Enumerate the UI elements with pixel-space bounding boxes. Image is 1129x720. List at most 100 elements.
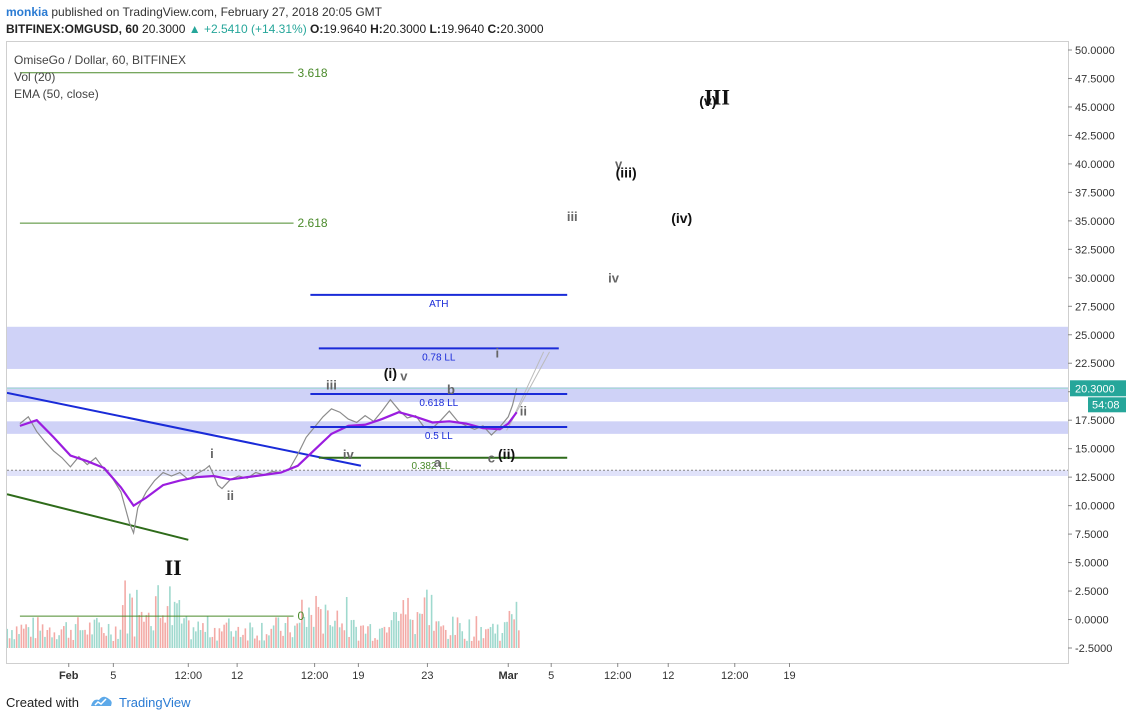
volume-bar <box>442 625 445 648</box>
wave-label[interactable]: v <box>615 156 623 171</box>
author-link[interactable]: monkia <box>6 5 49 19</box>
tradingview-brand[interactable]: TradingView <box>118 695 191 710</box>
wave-label[interactable]: (iii) <box>616 165 637 181</box>
volume-bar <box>334 620 336 648</box>
volume-bar <box>112 640 115 648</box>
volume-bar <box>275 617 277 648</box>
wave-label[interactable]: v <box>400 368 408 383</box>
volume-bar <box>466 640 468 648</box>
volume-bar <box>253 638 256 648</box>
descending-trendline[interactable] <box>7 391 362 467</box>
x-tick-label: 5 <box>548 670 554 682</box>
x-tick-label: 12:00 <box>721 670 749 682</box>
volume-bar <box>404 614 407 648</box>
volume-bar <box>173 601 176 648</box>
volume-bar <box>355 626 357 648</box>
x-tick-label: 12:00 <box>301 670 329 682</box>
volume-bar <box>77 617 79 648</box>
legend-ema[interactable]: EMA (50, close) <box>14 87 99 101</box>
volume-bar <box>147 612 150 648</box>
volume-bar <box>393 611 395 648</box>
wave-label[interactable]: (v) <box>699 93 716 109</box>
volume-bar <box>126 633 129 648</box>
volume-bar <box>25 624 27 648</box>
wave-label[interactable]: c <box>488 450 495 465</box>
volume-bar <box>129 593 131 648</box>
volume-bar <box>322 633 324 648</box>
volume-bar <box>150 626 152 648</box>
volume-bar <box>270 628 273 648</box>
volume-bar <box>503 622 506 648</box>
volume-bar <box>235 630 237 648</box>
blue-level-label: ATH <box>429 299 448 310</box>
wave-label[interactable]: i <box>496 346 500 361</box>
volume-bar <box>93 619 96 648</box>
volume-bar <box>96 617 98 648</box>
volume-bar <box>11 630 13 648</box>
wave-label[interactable]: (ii) <box>498 446 515 462</box>
y-tick-label: 12.5000 <box>1075 472 1115 484</box>
wave-label[interactable]: iv <box>343 447 355 462</box>
volume-bar <box>468 619 471 648</box>
wave-label[interactable]: ii <box>227 488 234 503</box>
volume-bar <box>357 640 360 648</box>
volume-bar <box>70 629 72 648</box>
legend-volume[interactable]: Vol (20) <box>14 70 56 84</box>
volume-bar <box>496 624 499 648</box>
volume-bar <box>8 638 11 648</box>
open-value: 19.9640 <box>323 22 367 36</box>
volume-bar <box>213 627 216 648</box>
volume-bar <box>470 640 473 648</box>
volume-bar <box>41 624 44 648</box>
y-tick-label: 47.5000 <box>1075 73 1115 85</box>
volume-bar <box>312 626 315 648</box>
volume-bar <box>37 617 39 648</box>
volume-bar <box>437 621 440 648</box>
volume-bar <box>291 637 294 648</box>
volume-bar <box>452 616 454 648</box>
volume-bar <box>48 627 51 648</box>
volume-bar <box>456 617 459 648</box>
volume-bar <box>352 619 355 648</box>
wave-label[interactable]: iii <box>567 209 578 224</box>
x-tick-label: Mar <box>498 670 518 682</box>
volume-bar <box>463 638 466 648</box>
volume-bar <box>133 636 136 648</box>
wave-label[interactable]: II <box>165 555 182 580</box>
wave-label[interactable]: (iv) <box>671 210 692 226</box>
volume-bar <box>81 630 84 648</box>
volume-bar <box>220 631 223 648</box>
y-tick-label: 27.5000 <box>1075 301 1115 313</box>
volume-bar <box>256 635 258 648</box>
volume-bar <box>319 609 322 648</box>
volume-bar <box>190 639 192 648</box>
volume-bar <box>44 636 46 648</box>
volume-bar <box>487 628 489 648</box>
volume-bar <box>60 629 63 648</box>
volume-bar <box>159 618 162 648</box>
fib-level-label: 3.618 <box>298 66 328 80</box>
volume-bar <box>228 618 230 648</box>
change-value: ▲ +2.5410 (+14.31%) <box>188 22 307 36</box>
volume-bar <box>489 627 492 648</box>
volume-bar <box>114 626 117 648</box>
volume-bar <box>508 610 511 648</box>
wave-label[interactable]: a <box>434 455 442 470</box>
wave-label[interactable]: i <box>210 446 214 461</box>
tradingview-logo-icon <box>89 694 113 711</box>
lower-channel-line[interactable] <box>7 493 189 541</box>
x-tick-label: 12 <box>662 670 674 682</box>
wave-label[interactable]: (i) <box>384 365 397 381</box>
wave-label[interactable]: iv <box>608 270 620 285</box>
volume-bar <box>244 628 247 648</box>
wave-label[interactable]: ii <box>520 404 527 419</box>
volume-bar <box>178 600 181 648</box>
volume-bar <box>301 599 303 648</box>
volume-bar <box>110 634 112 648</box>
y-tick-label: 15.0000 <box>1075 444 1115 456</box>
volume-bar <box>136 589 138 648</box>
wave-label[interactable]: III <box>704 85 730 110</box>
wave-label[interactable]: iii <box>326 377 337 392</box>
wave-label[interactable]: b <box>447 382 455 397</box>
